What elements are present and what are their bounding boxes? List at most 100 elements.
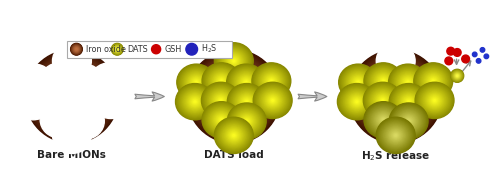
Circle shape <box>203 66 264 127</box>
Ellipse shape <box>268 96 278 105</box>
Ellipse shape <box>258 87 287 113</box>
Ellipse shape <box>414 63 453 99</box>
Ellipse shape <box>234 110 259 133</box>
Circle shape <box>211 74 228 91</box>
Ellipse shape <box>434 100 436 101</box>
Ellipse shape <box>187 94 203 109</box>
Ellipse shape <box>230 105 264 137</box>
Ellipse shape <box>220 80 222 82</box>
Ellipse shape <box>225 127 242 144</box>
Circle shape <box>229 92 238 101</box>
Ellipse shape <box>380 98 386 103</box>
Ellipse shape <box>402 114 415 128</box>
Ellipse shape <box>185 93 204 111</box>
Ellipse shape <box>220 119 222 121</box>
Circle shape <box>208 70 260 123</box>
Ellipse shape <box>388 64 428 100</box>
Ellipse shape <box>405 118 412 124</box>
Ellipse shape <box>423 90 446 111</box>
Ellipse shape <box>214 112 230 127</box>
Ellipse shape <box>402 77 413 87</box>
Ellipse shape <box>454 73 460 79</box>
Ellipse shape <box>366 103 401 136</box>
Circle shape <box>72 45 81 54</box>
Ellipse shape <box>432 80 434 82</box>
Circle shape <box>352 53 440 140</box>
Ellipse shape <box>245 100 248 103</box>
Circle shape <box>30 55 114 138</box>
Ellipse shape <box>238 75 254 90</box>
Ellipse shape <box>394 69 422 96</box>
Ellipse shape <box>228 104 266 138</box>
Ellipse shape <box>343 68 373 96</box>
Ellipse shape <box>393 87 424 117</box>
Circle shape <box>74 47 78 51</box>
Ellipse shape <box>202 102 241 138</box>
Circle shape <box>58 83 86 110</box>
Circle shape <box>379 80 384 85</box>
Ellipse shape <box>370 88 396 113</box>
Circle shape <box>44 69 100 124</box>
Ellipse shape <box>241 77 252 87</box>
Ellipse shape <box>216 118 252 153</box>
Circle shape <box>204 67 264 126</box>
Ellipse shape <box>407 119 410 123</box>
Circle shape <box>205 68 262 125</box>
Ellipse shape <box>404 97 414 107</box>
Ellipse shape <box>261 71 282 91</box>
Circle shape <box>74 47 79 52</box>
Ellipse shape <box>210 70 233 92</box>
Ellipse shape <box>14 84 52 120</box>
Circle shape <box>373 74 390 91</box>
Ellipse shape <box>432 98 437 103</box>
Circle shape <box>354 55 438 138</box>
Ellipse shape <box>400 113 417 129</box>
Ellipse shape <box>272 100 274 101</box>
Ellipse shape <box>226 129 241 142</box>
Circle shape <box>74 46 80 52</box>
Ellipse shape <box>268 79 274 83</box>
Ellipse shape <box>212 72 231 90</box>
Ellipse shape <box>214 74 230 88</box>
Ellipse shape <box>211 91 231 109</box>
Ellipse shape <box>379 120 412 151</box>
Ellipse shape <box>256 66 288 96</box>
Ellipse shape <box>425 91 444 109</box>
Ellipse shape <box>186 72 207 92</box>
Ellipse shape <box>182 89 208 114</box>
Circle shape <box>377 78 414 115</box>
Ellipse shape <box>382 79 385 83</box>
Ellipse shape <box>347 93 366 111</box>
Ellipse shape <box>188 95 202 108</box>
Circle shape <box>38 62 106 131</box>
Circle shape <box>76 48 78 50</box>
Circle shape <box>384 85 407 108</box>
Ellipse shape <box>266 76 276 86</box>
Ellipse shape <box>216 115 227 125</box>
Circle shape <box>48 72 68 93</box>
Ellipse shape <box>416 65 450 97</box>
Ellipse shape <box>206 106 236 134</box>
Ellipse shape <box>365 84 400 117</box>
Ellipse shape <box>216 76 227 86</box>
Ellipse shape <box>179 87 211 117</box>
Circle shape <box>362 63 430 130</box>
Ellipse shape <box>424 91 445 110</box>
Circle shape <box>66 90 78 103</box>
Ellipse shape <box>214 113 228 126</box>
Ellipse shape <box>452 70 462 81</box>
Ellipse shape <box>244 119 250 124</box>
Circle shape <box>72 45 80 53</box>
Ellipse shape <box>400 75 416 90</box>
Ellipse shape <box>236 110 258 132</box>
Ellipse shape <box>239 114 254 129</box>
Ellipse shape <box>376 113 390 126</box>
Ellipse shape <box>422 89 447 112</box>
Ellipse shape <box>268 96 277 104</box>
Ellipse shape <box>214 117 253 153</box>
Circle shape <box>46 71 70 94</box>
Ellipse shape <box>226 53 242 68</box>
Ellipse shape <box>256 85 290 116</box>
Ellipse shape <box>226 54 241 68</box>
Circle shape <box>212 75 256 118</box>
